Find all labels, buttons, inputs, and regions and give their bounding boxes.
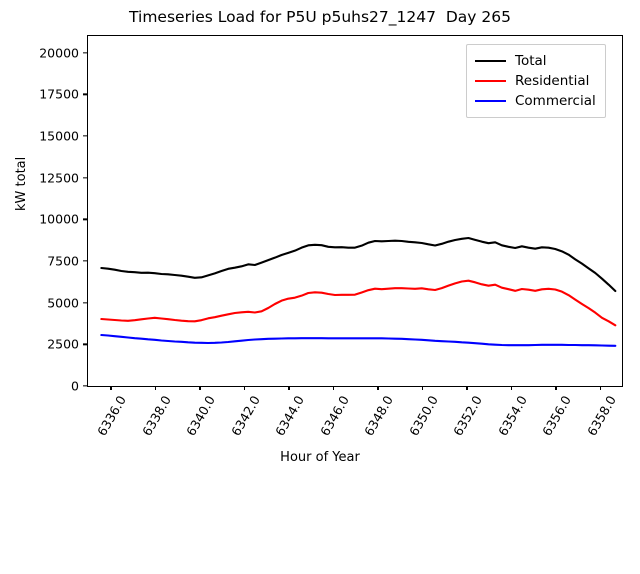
x-tick-mark [332, 386, 335, 390]
x-tick-mark [599, 386, 602, 390]
y-tick-mark [83, 218, 87, 220]
chart-legend: Total Residential Commercial [466, 44, 606, 118]
x-tick-mark [110, 386, 112, 390]
plot-lines [100, 236, 617, 347]
legend-label: Commercial [515, 93, 596, 109]
x-tick-mark [377, 386, 379, 390]
series-line-commercial [100, 333, 617, 347]
legend-color-swatch [475, 80, 506, 82]
series-line-total [100, 236, 617, 293]
y-tick-label: 0 [71, 378, 79, 394]
legend-entry: Residential [475, 71, 596, 91]
y-tick-mark [83, 52, 87, 54]
x-tick-mark [421, 386, 424, 390]
y-tick-mark [83, 177, 87, 179]
matplotlib-figure: Timeseries Load for P5U p5uhs27_1247 Day… [14, 8, 623, 465]
chart-title: Timeseries Load for P5U p5uhs27_1247 Day… [129, 8, 511, 26]
x-tick-mark [466, 386, 468, 390]
legend-entry: Commercial [475, 91, 596, 111]
y-tick-label: 10000 [39, 211, 79, 227]
y-tick-label: 5000 [47, 295, 79, 311]
legend-entry: Total [475, 51, 596, 71]
y-tick-label: 17500 [39, 86, 79, 102]
y-tick-mark [83, 135, 87, 137]
x-tick-mark [154, 386, 157, 390]
y-tick-mark [83, 343, 87, 345]
y-tick-mark [83, 302, 87, 304]
x-tick-mark [288, 386, 290, 390]
y-tick-label: 12500 [39, 170, 79, 186]
legend-color-swatch [475, 100, 506, 102]
legend-label: Residential [515, 73, 590, 89]
y-tick-label: 7500 [47, 253, 79, 269]
x-axis-label: Hour of Year [280, 450, 360, 465]
y-tick-label: 2500 [47, 336, 79, 352]
series-line-residential [100, 279, 617, 327]
y-axis-label: kW total [14, 156, 29, 211]
x-tick-mark [243, 386, 246, 390]
x-tick-mark [199, 386, 201, 390]
y-tick-label: 15000 [39, 128, 79, 144]
x-tick-mark [510, 386, 513, 390]
y-tick-label: 20000 [39, 45, 79, 61]
legend-label: Total [515, 53, 547, 69]
legend-color-swatch [475, 60, 506, 62]
x-tick-mark [555, 386, 557, 390]
y-tick-mark [83, 93, 87, 95]
y-tick-mark [83, 385, 87, 387]
y-tick-mark [83, 260, 87, 262]
